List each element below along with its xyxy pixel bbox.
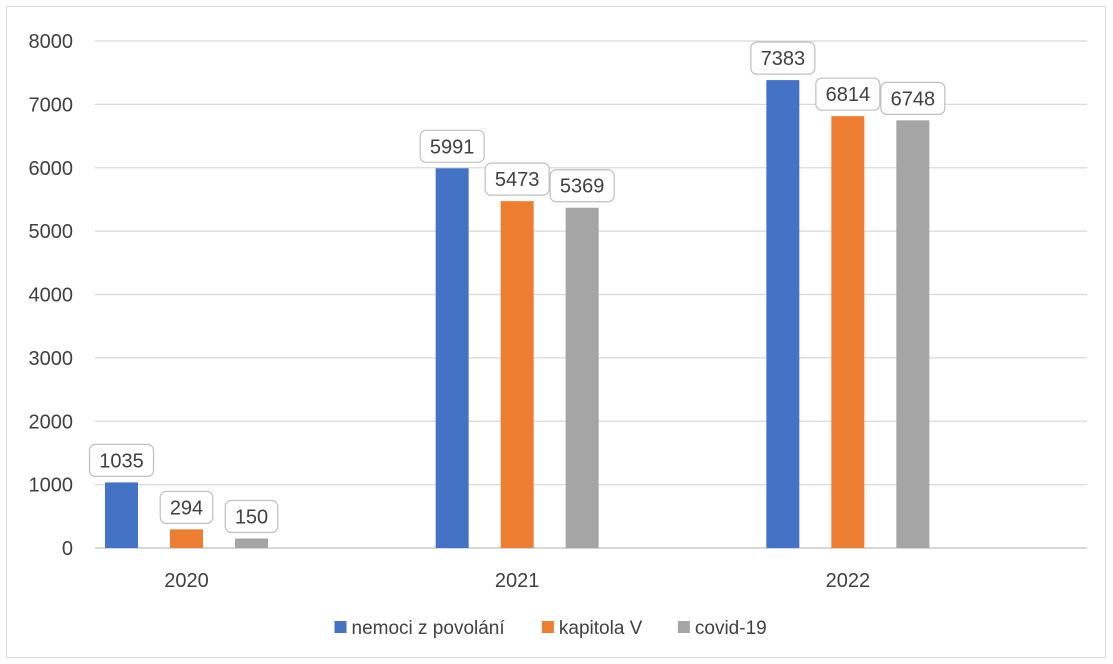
data-labels: 1035 294 150 5991 5473 5369 7383 6814 6748 [88, 41, 946, 534]
data-label-box [88, 443, 155, 478]
legend-swatch [541, 621, 554, 633]
data-label-box [484, 162, 550, 196]
legend-label: nemoci z povolání [352, 618, 506, 639]
y-tick-label: 4000 [29, 285, 74, 307]
data-label-box [750, 41, 816, 75]
data-label-text: 5991 [430, 136, 475, 158]
legend-swatch [334, 621, 347, 633]
bar [435, 168, 469, 548]
legend-entry: covid-19 [677, 618, 767, 639]
data-label: 5991 [419, 129, 485, 163]
data-label-text: 6748 [891, 88, 936, 110]
data-label-box [224, 499, 279, 534]
y-tick-label: 2000 [29, 411, 74, 433]
y-tick-label: 5000 [29, 221, 74, 243]
y-tick-label: 1000 [29, 475, 74, 497]
y-tick-label: 3000 [29, 348, 74, 370]
data-label-box [419, 129, 485, 163]
y-tick-label: 6000 [29, 158, 74, 180]
data-label-text: 6814 [826, 84, 871, 106]
data-label: 6748 [880, 81, 946, 115]
legend-label: covid-19 [695, 618, 767, 639]
bar [170, 529, 203, 548]
bars [105, 80, 930, 549]
data-label: 1035 [88, 443, 155, 478]
legend-entry: nemoci z povolání [334, 618, 506, 639]
data-label-text: 150 [235, 506, 268, 528]
legend-label: kapitola V [559, 618, 643, 639]
y-tick-label: 7000 [29, 94, 74, 116]
data-label: 294 [159, 490, 214, 524]
data-label-box [159, 490, 214, 524]
legend: nemoci z povolání kapitola V covid-19 [334, 618, 767, 639]
bar [831, 116, 865, 548]
data-label-text: 7383 [761, 48, 806, 70]
data-label-box [815, 77, 881, 111]
bar [500, 201, 534, 548]
bar [105, 482, 138, 548]
data-label: 6814 [815, 77, 881, 111]
data-label-text: 5369 [560, 176, 605, 198]
data-label: 5369 [549, 169, 615, 203]
legend-entry: kapitola V [541, 618, 643, 639]
data-label-text: 1035 [99, 450, 144, 472]
x-tick-label: 2021 [495, 570, 540, 592]
data-label-text: 5473 [495, 169, 540, 191]
data-label-box [549, 169, 615, 203]
bar [235, 538, 268, 548]
legend-swatch [677, 621, 690, 633]
x-axis-ticks: 2020 2021 2022 [164, 570, 870, 592]
y-axis-ticks: 0 1000 2000 3000 4000 5000 6000 7000 8000 [29, 31, 74, 560]
y-tick-label: 8000 [29, 31, 74, 53]
data-label: 150 [224, 499, 279, 534]
y-tick-label: 0 [62, 538, 73, 560]
bar [565, 207, 599, 548]
chart-frame: 0 1000 2000 3000 4000 5000 6000 7000 8000 2020 20… [6, 6, 1106, 658]
data-label: 7383 [750, 41, 816, 75]
x-tick-label: 2020 [164, 570, 209, 592]
data-label-box [880, 81, 946, 115]
bar [896, 120, 930, 549]
data-label: 5473 [484, 162, 550, 196]
bar [766, 80, 800, 549]
data-label-text: 294 [170, 497, 203, 519]
x-tick-label: 2022 [826, 570, 871, 592]
